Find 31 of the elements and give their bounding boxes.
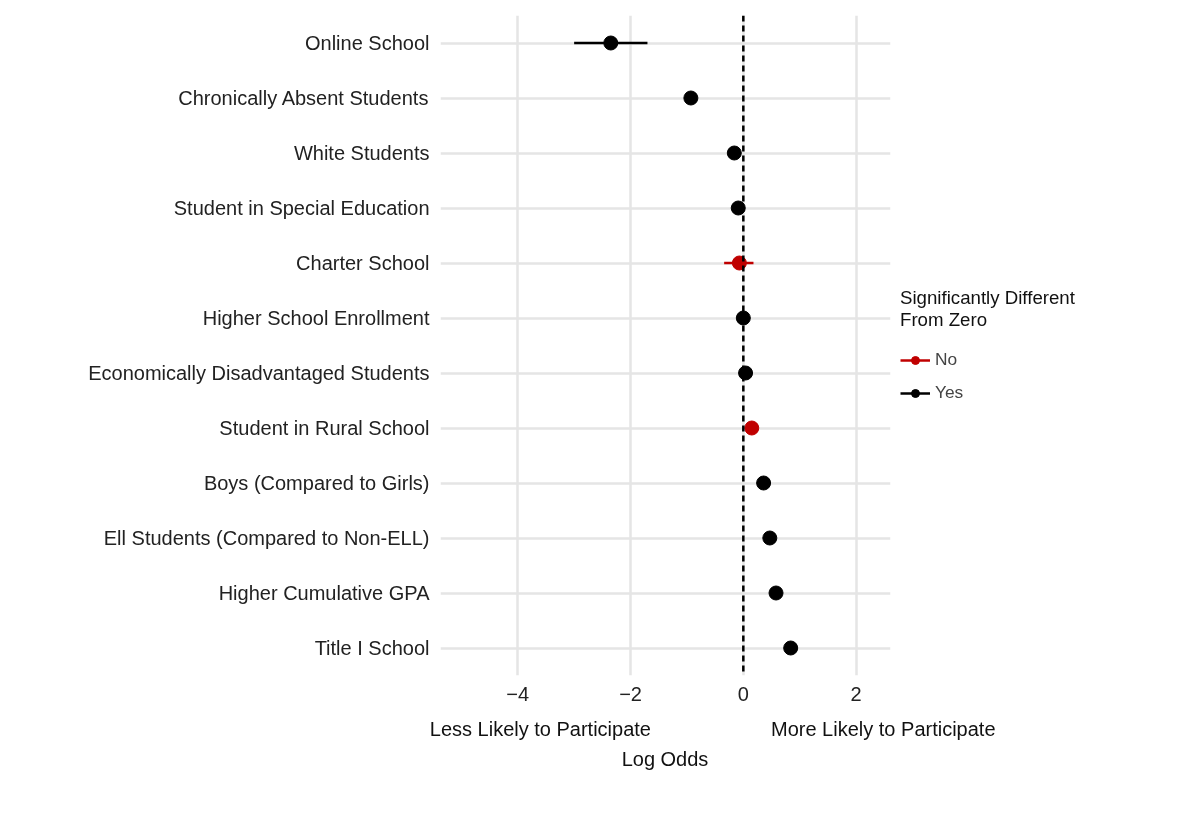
y-tick-label: Higher Cumulative GPA bbox=[218, 582, 431, 604]
y-tick-label: Economically Disadvantaged Students bbox=[88, 362, 430, 384]
x-axis-title: Log Odds bbox=[621, 747, 709, 772]
point bbox=[783, 640, 799, 656]
x-tick-label: 0 bbox=[737, 682, 749, 705]
x-tick-label: −2 bbox=[619, 682, 642, 705]
point bbox=[756, 475, 772, 491]
point bbox=[744, 420, 760, 436]
point bbox=[768, 585, 784, 601]
y-tick-label: Ell Students (Compared to Non-ELL) bbox=[103, 527, 430, 549]
point bbox=[730, 200, 746, 216]
x-tick-label: −4 bbox=[506, 682, 530, 705]
y-tick-label: Student in Special Education bbox=[173, 197, 430, 219]
point bbox=[726, 145, 742, 161]
legend-title: Significantly Different From Zero bbox=[900, 287, 1075, 331]
y-tick-label: Student in Rural School bbox=[219, 417, 430, 439]
y-tick-label: Higher School Enrollment bbox=[202, 307, 430, 329]
y-tick-label: Boys (Compared to Girls) bbox=[203, 472, 430, 494]
y-tick-label: Charter School bbox=[296, 252, 430, 274]
y-tick-label: Chronically Absent Students bbox=[178, 87, 429, 109]
y-tick-label: White Students bbox=[293, 142, 430, 164]
x-tick-label: 2 bbox=[850, 682, 862, 705]
legend-label: No bbox=[935, 349, 958, 370]
y-tick-label: Online School bbox=[304, 32, 430, 54]
text: More Likely to Participate bbox=[771, 717, 996, 742]
point bbox=[762, 530, 778, 546]
text: Less Likely to Participate bbox=[429, 717, 651, 742]
point bbox=[683, 90, 699, 106]
y-tick-label: Title I School bbox=[314, 637, 430, 659]
legend-label: Yes bbox=[935, 382, 964, 403]
point bbox=[603, 35, 619, 51]
